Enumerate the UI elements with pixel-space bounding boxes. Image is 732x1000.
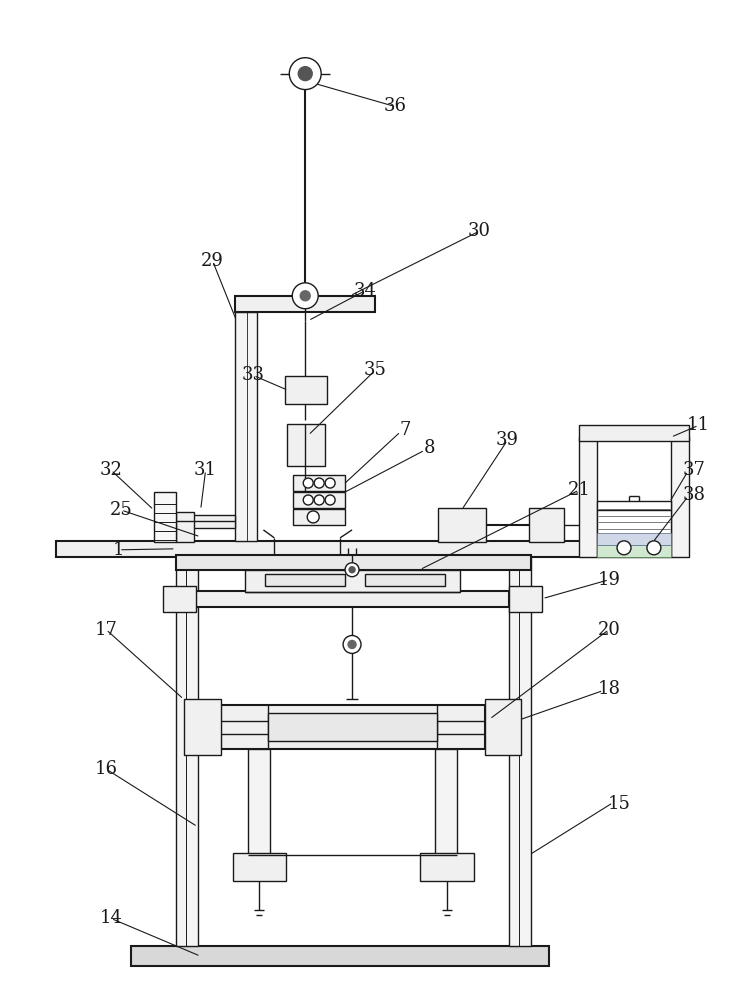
Circle shape xyxy=(325,495,335,505)
Bar xyxy=(509,586,542,612)
Bar xyxy=(269,713,437,741)
Text: 25: 25 xyxy=(110,501,132,519)
Bar xyxy=(419,853,474,881)
Bar xyxy=(154,492,176,542)
Text: 20: 20 xyxy=(597,621,621,639)
Text: 14: 14 xyxy=(100,909,122,927)
Bar xyxy=(245,570,460,592)
Text: 37: 37 xyxy=(682,461,705,479)
Bar xyxy=(485,699,521,755)
Bar xyxy=(163,586,195,612)
Circle shape xyxy=(647,541,661,555)
Bar xyxy=(285,376,327,404)
Bar xyxy=(176,555,531,570)
Text: 15: 15 xyxy=(608,795,630,813)
Bar xyxy=(220,705,485,749)
Circle shape xyxy=(314,478,324,488)
Bar xyxy=(184,699,220,755)
Bar xyxy=(597,501,671,557)
Bar xyxy=(287,424,325,466)
Text: 30: 30 xyxy=(468,222,491,240)
Text: 39: 39 xyxy=(496,431,519,449)
Text: 18: 18 xyxy=(597,680,621,698)
Bar xyxy=(438,508,485,542)
Bar xyxy=(195,591,509,607)
Text: 35: 35 xyxy=(364,361,386,379)
Bar xyxy=(236,296,375,312)
Text: 36: 36 xyxy=(384,97,406,115)
Bar xyxy=(579,425,689,441)
Ellipse shape xyxy=(174,591,183,606)
Circle shape xyxy=(292,283,318,309)
Bar xyxy=(318,557,336,575)
Text: 38: 38 xyxy=(682,486,705,504)
Circle shape xyxy=(314,495,324,505)
Bar xyxy=(294,492,345,508)
Text: 7: 7 xyxy=(399,421,411,439)
Text: 16: 16 xyxy=(94,760,118,778)
Circle shape xyxy=(303,495,313,505)
Bar xyxy=(176,558,198,946)
Bar xyxy=(176,512,194,542)
Text: 11: 11 xyxy=(687,416,710,434)
Bar xyxy=(248,749,270,854)
Circle shape xyxy=(307,511,319,523)
Circle shape xyxy=(349,567,355,573)
Circle shape xyxy=(300,291,310,301)
Text: 19: 19 xyxy=(597,571,621,589)
Bar xyxy=(579,437,597,557)
Bar xyxy=(281,557,306,575)
Bar xyxy=(294,509,345,525)
Circle shape xyxy=(325,478,335,488)
Bar xyxy=(597,533,671,545)
Text: 8: 8 xyxy=(424,439,436,457)
Ellipse shape xyxy=(522,591,531,606)
Text: 21: 21 xyxy=(568,481,591,499)
Circle shape xyxy=(298,67,313,81)
Bar xyxy=(435,749,457,854)
Bar xyxy=(529,508,564,542)
Bar xyxy=(294,475,345,491)
Bar xyxy=(56,541,674,557)
Text: 31: 31 xyxy=(194,461,217,479)
Text: 17: 17 xyxy=(94,621,117,639)
Circle shape xyxy=(289,58,321,90)
Circle shape xyxy=(617,541,631,555)
Bar xyxy=(190,515,236,528)
Bar xyxy=(236,312,258,541)
Circle shape xyxy=(345,563,359,577)
Text: 1: 1 xyxy=(113,541,124,559)
Circle shape xyxy=(348,640,356,648)
Bar xyxy=(671,437,689,557)
Text: 32: 32 xyxy=(100,461,122,479)
Text: 33: 33 xyxy=(242,366,265,384)
Bar xyxy=(258,557,275,575)
Bar xyxy=(597,545,671,557)
Bar xyxy=(233,853,286,881)
Bar xyxy=(509,558,531,946)
Bar xyxy=(365,574,445,586)
Text: 34: 34 xyxy=(354,282,376,300)
Circle shape xyxy=(303,478,313,488)
Circle shape xyxy=(343,635,361,653)
Bar xyxy=(131,946,549,966)
Bar xyxy=(266,574,345,586)
Text: 29: 29 xyxy=(201,252,224,270)
